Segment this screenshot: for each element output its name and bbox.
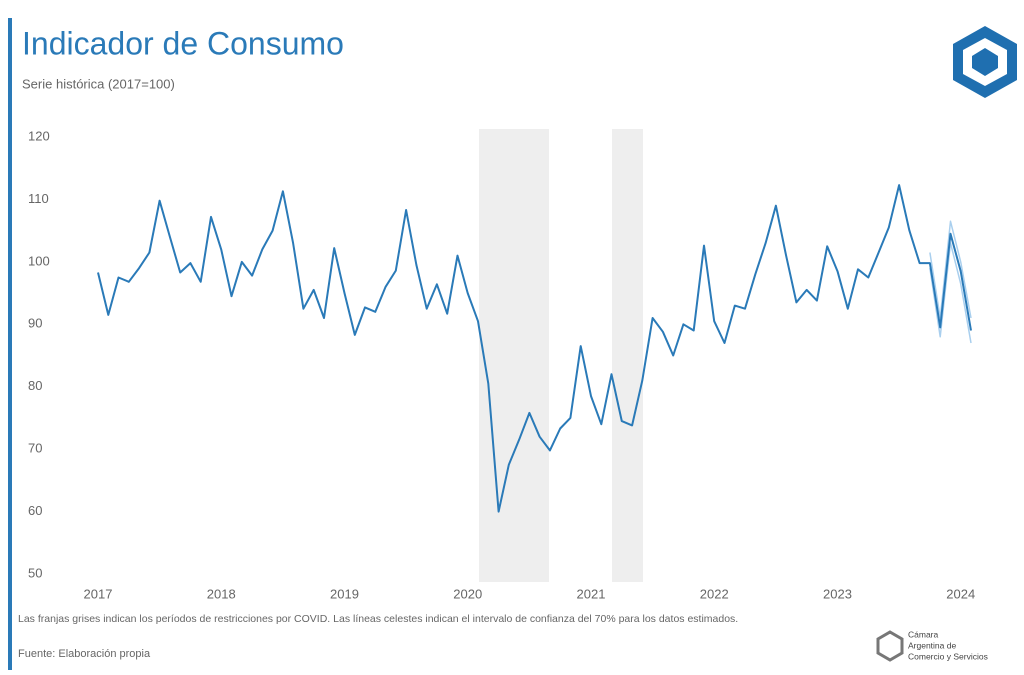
- brand-text: Cámara: [908, 629, 939, 639]
- x-tick-label: 2019: [330, 586, 359, 601]
- y-tick-label: 110: [28, 191, 49, 206]
- y-tick-label: 70: [28, 441, 42, 456]
- y-tick-label: 60: [28, 503, 42, 518]
- x-tick-label: 2021: [577, 586, 606, 601]
- series-line: [97, 184, 972, 513]
- y-tick-label: 120: [28, 128, 50, 143]
- x-tick-label: 2017: [84, 586, 113, 601]
- x-tick-label: 2018: [207, 586, 236, 601]
- covid-band: [612, 129, 643, 582]
- logo: [953, 26, 1017, 98]
- chart-title: Indicador de Consumo: [22, 25, 344, 61]
- x-tick-label: 2024: [946, 586, 975, 601]
- x-tick-label: 2023: [823, 586, 852, 601]
- y-tick-label: 50: [28, 565, 42, 580]
- confidence-line: [929, 242, 972, 344]
- brand-text: Comercio y Servicios: [908, 651, 988, 661]
- chart-subtitle: Serie histórica (2017=100): [22, 76, 175, 91]
- x-tick-label: 2020: [453, 586, 482, 601]
- source: Fuente: Elaboración propia: [18, 648, 151, 660]
- y-tick-label: 80: [28, 378, 42, 393]
- confidence-line: [929, 220, 972, 319]
- x-tick-label: 2022: [700, 586, 729, 601]
- note: Las franjas grises indican los períodos …: [18, 613, 738, 625]
- covid-band: [479, 129, 549, 582]
- y-tick-label: 100: [28, 253, 50, 268]
- brand-logo: [876, 630, 904, 662]
- brand-text: Argentina de: [908, 640, 956, 650]
- accent-bar: [8, 18, 12, 670]
- y-tick-label: 90: [28, 316, 42, 331]
